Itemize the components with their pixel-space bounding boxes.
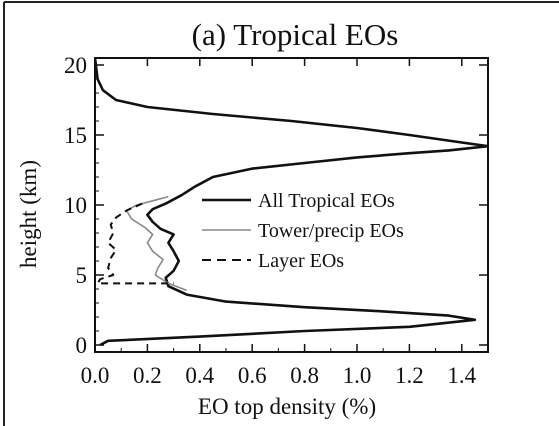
legend-label-tower: Tower/precip EOs	[258, 220, 404, 242]
y-tick-label: 5	[76, 263, 88, 288]
legend: All Tropical EOs Tower/precip EOs Layer …	[202, 190, 404, 272]
x-tick-label: 0.0	[81, 363, 110, 388]
x-tick-label: 0.8	[290, 363, 319, 388]
y-tick-label: 0	[76, 333, 88, 358]
x-tick-label: 1.2	[395, 363, 424, 388]
plot-area: 0.0 0.2 0.4 0.6 0.8 1.0 1.2 1.4 0 5 10 15 20	[64, 53, 489, 388]
x-tick-label: 0.6	[238, 363, 267, 388]
y-tick-label: 15	[64, 123, 87, 148]
series-line-all-tropical-eos	[95, 58, 488, 347]
x-tick-label: 1.0	[343, 363, 372, 388]
legend-label-layer: Layer EOs	[258, 250, 344, 272]
series-line-layer-eos	[96, 202, 174, 285]
x-axis-label: EO top density (%)	[198, 394, 376, 419]
y-tick-label: 20	[64, 53, 87, 78]
legend-label-all: All Tropical EOs	[258, 190, 395, 212]
x-tick-label: 1.4	[447, 363, 476, 388]
x-tick-label: 0.2	[133, 363, 162, 388]
y-tick-label: 10	[64, 193, 87, 218]
x-tick-label: 0.4	[185, 363, 214, 388]
chart-title: (a) Tropical EOs	[192, 17, 399, 52]
series-line-tower-precip-eos	[125, 195, 187, 292]
y-axis-label: height (km)	[16, 160, 41, 268]
